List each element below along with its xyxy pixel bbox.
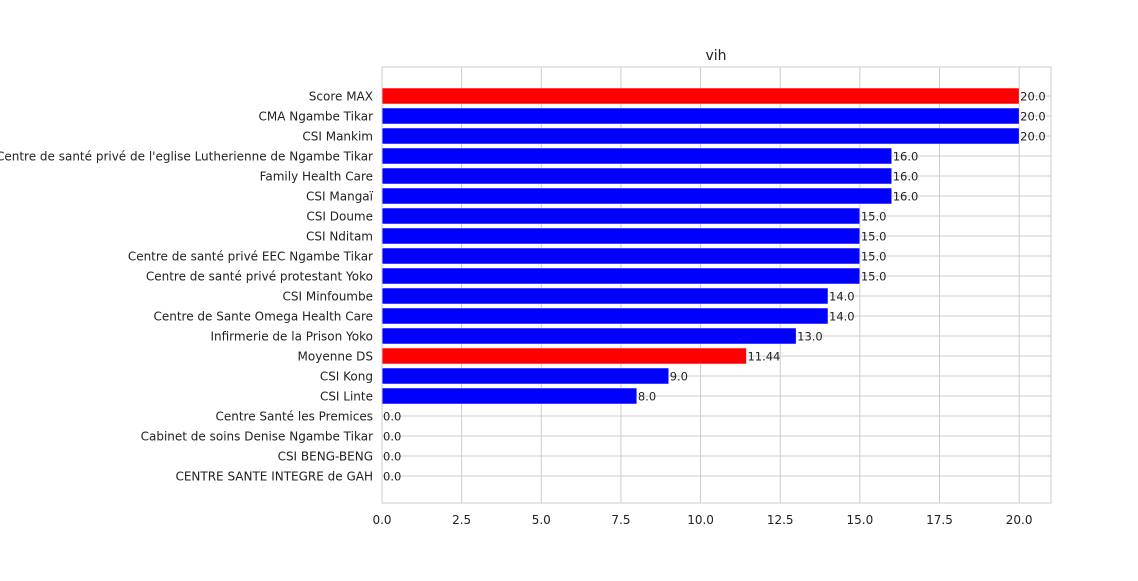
data-label: 15.0 <box>861 270 887 284</box>
category-label: Cabinet de soins Denise Ngambe Tikar <box>141 430 373 444</box>
bar <box>381 327 797 345</box>
category-label: CSI Nditam <box>306 230 373 244</box>
category-label: CSI BENG-BENG <box>278 450 373 464</box>
data-label: 14.0 <box>829 310 855 324</box>
data-label: 15.0 <box>861 250 887 264</box>
bar <box>381 247 861 265</box>
bars <box>381 87 1020 405</box>
x-tick-label: 10.0 <box>687 513 714 527</box>
category-label: Moyenne DS <box>298 350 373 364</box>
x-tick-label: 0.0 <box>372 513 391 527</box>
category-label: CSI Doume <box>306 210 373 224</box>
category-label: CENTRE SANTE INTEGRE de GAH <box>175 470 373 484</box>
data-label: 14.0 <box>829 290 855 304</box>
data-label: 0.0 <box>383 430 401 444</box>
category-label: CSI Minfoumbe <box>282 290 373 304</box>
data-label: 8.0 <box>638 390 656 404</box>
category-label: Centre de santé privé de l'eglise Luther… <box>0 150 373 164</box>
category-label: Centre Santé les Premices <box>215 410 373 424</box>
category-label: Centre de santé privé protestant Yoko <box>146 270 373 284</box>
bar <box>381 207 861 225</box>
category-label: Score MAX <box>309 90 373 104</box>
bar <box>381 127 1020 145</box>
bar <box>381 227 861 245</box>
category-label: Centre de Sante Omega Health Care <box>153 310 373 324</box>
bar <box>381 287 829 305</box>
data-label: 15.0 <box>861 230 887 244</box>
bar <box>381 347 747 365</box>
category-label: CSI Mangaï <box>306 190 374 204</box>
data-label: 13.0 <box>797 330 823 344</box>
category-label: CSI Mankim <box>302 130 373 144</box>
category-label: Centre de santé privé EEC Ngambe Tikar <box>128 250 373 264</box>
bar <box>381 87 1020 105</box>
x-tick-label: 2.5 <box>452 513 471 527</box>
data-label: 16.0 <box>893 170 919 184</box>
category-label: Infirmerie de la Prison Yoko <box>210 330 373 344</box>
plot-frame <box>381 66 1052 504</box>
bar <box>381 367 669 385</box>
data-label: 11.44 <box>747 350 780 364</box>
bar <box>381 387 638 405</box>
bar <box>381 187 892 205</box>
data-label: 20.0 <box>1020 110 1046 124</box>
data-label: 16.0 <box>893 190 919 204</box>
data-label: 9.0 <box>670 370 688 384</box>
category-label: CMA Ngambe Tikar <box>258 110 373 124</box>
category-label: Family Health Care <box>260 170 373 184</box>
bar <box>381 307 829 325</box>
bar <box>381 107 1020 125</box>
data-label: 0.0 <box>383 410 401 424</box>
x-tick-label: 15.0 <box>846 513 873 527</box>
bar <box>381 167 892 185</box>
data-label: 20.0 <box>1020 130 1046 144</box>
data-label: 16.0 <box>893 150 919 164</box>
data-label: 20.0 <box>1020 90 1046 104</box>
x-tick-label: 17.5 <box>926 513 953 527</box>
category-label: CSI Kong <box>320 370 373 384</box>
x-tick-label: 12.5 <box>767 513 794 527</box>
data-label: 0.0 <box>383 470 401 484</box>
bar <box>381 147 892 165</box>
category-label: CSI Linte <box>320 390 373 404</box>
chart-title: vih <box>705 48 726 64</box>
x-tick-label: 7.5 <box>611 513 630 527</box>
x-tick-label: 5.0 <box>532 513 551 527</box>
bar <box>381 267 861 285</box>
data-label: 0.0 <box>383 450 401 464</box>
data-label: 15.0 <box>861 210 887 224</box>
labels: 0.0 2.5 5.0 7.5 10.0 12.5 15.0 17.5 20.0 Score MA… <box>0 90 1046 528</box>
x-tick-label: 20.0 <box>1006 513 1033 527</box>
